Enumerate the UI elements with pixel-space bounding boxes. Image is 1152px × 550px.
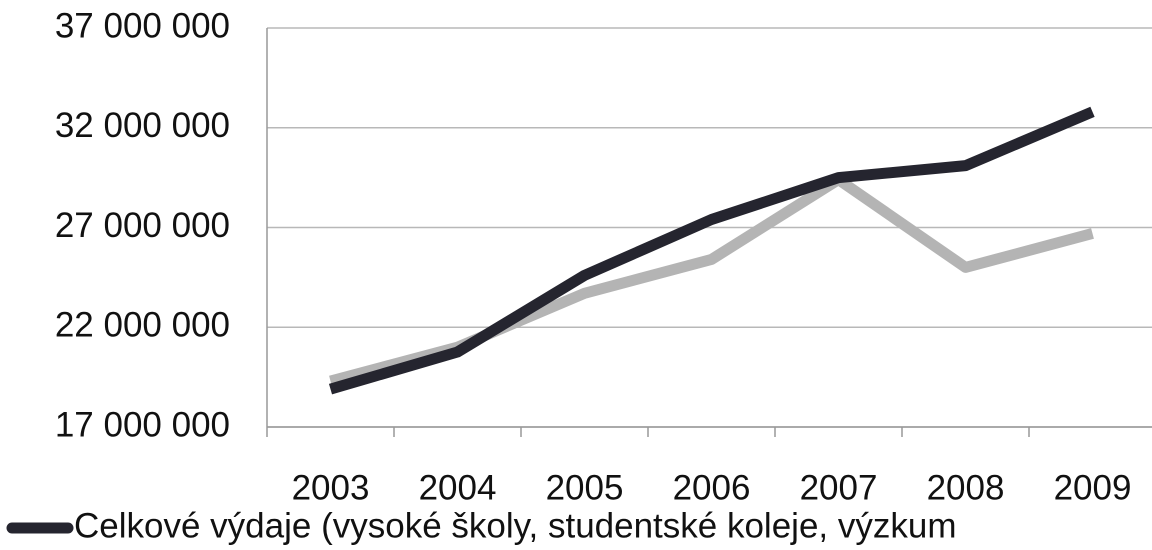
x-tick-label: 2008	[927, 468, 1005, 507]
x-tick-label: 2004	[419, 468, 497, 507]
x-tick-label: 2006	[673, 468, 751, 507]
y-tick-label: 17 000 000	[55, 405, 230, 444]
x-tick-label: 2005	[546, 468, 624, 507]
y-tick-label: 32 000 000	[55, 106, 230, 145]
y-tick-label: 37 000 000	[55, 6, 230, 45]
y-tick-label: 27 000 000	[55, 206, 230, 245]
x-tick-label: 2007	[800, 468, 878, 507]
series-line	[328, 106, 1095, 395]
legend-label: Celkové výdaje (vysoké školy, studentské…	[74, 506, 957, 545]
y-tick-label: 22 000 000	[55, 306, 230, 345]
x-tick-label: 2003	[292, 468, 370, 507]
x-tick-label: 2009	[1054, 468, 1132, 507]
